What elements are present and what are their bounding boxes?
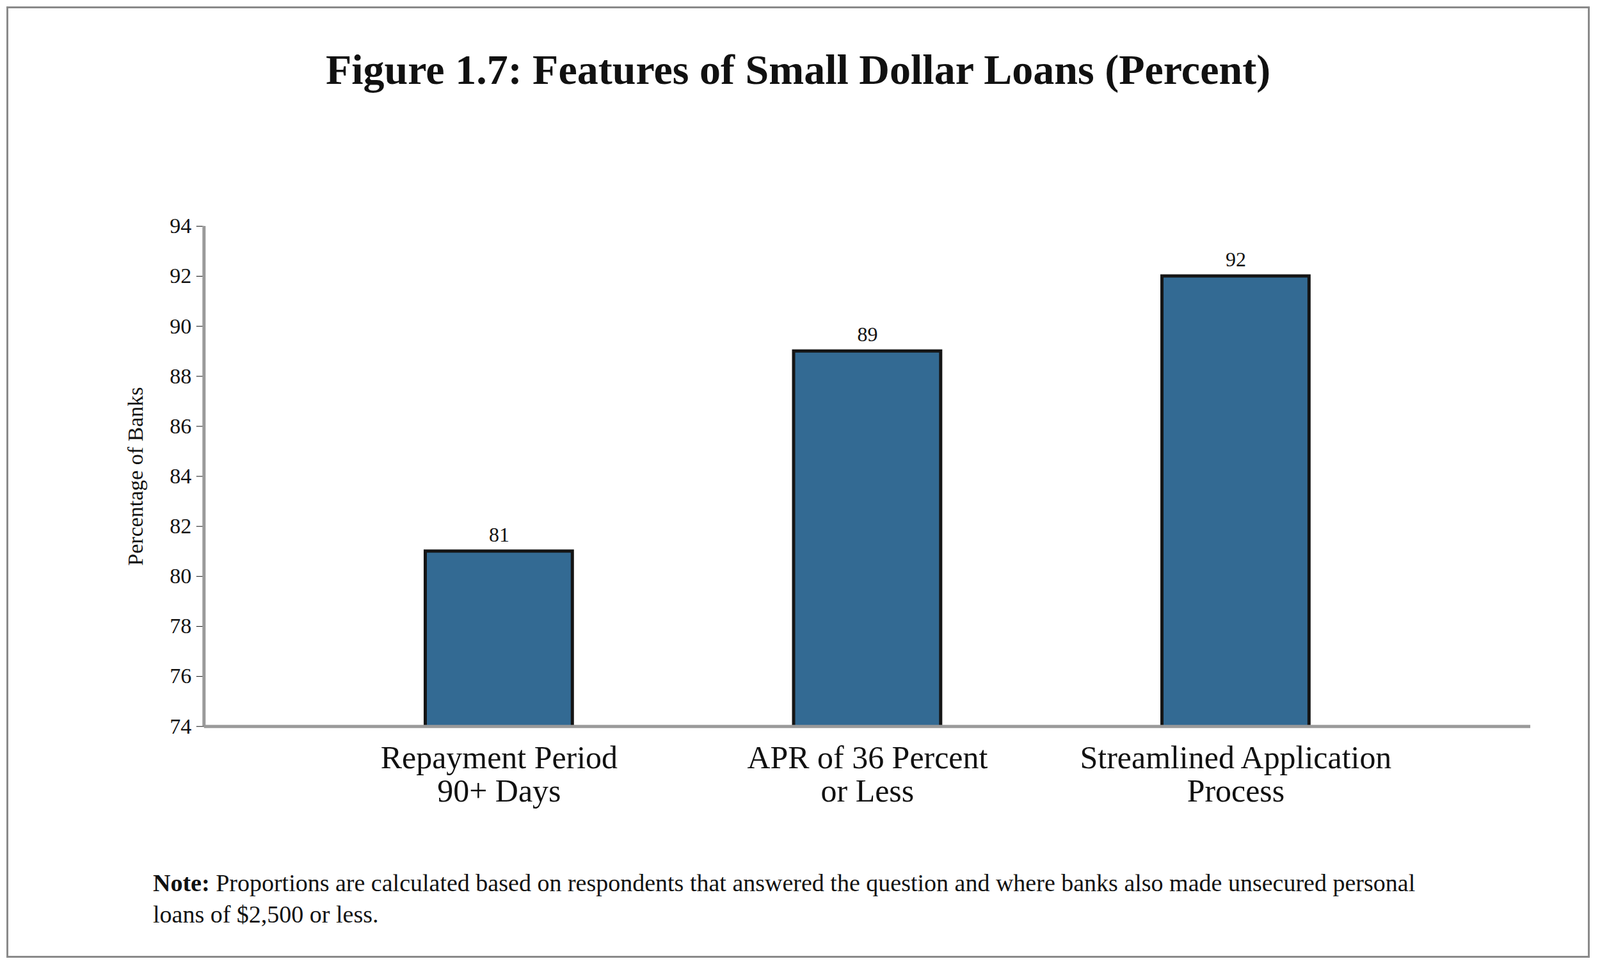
svg-text:Repayment Period90+ Days: Repayment Period90+ Days [380,739,618,809]
svg-text:74: 74 [169,714,192,738]
svg-text:92: 92 [169,263,192,288]
svg-text:92: 92 [1225,248,1247,271]
svg-text:90: 90 [169,314,192,338]
svg-text:94: 94 [169,213,192,238]
svg-text:80: 80 [169,563,192,588]
svg-text:84: 84 [169,464,192,488]
svg-text:89: 89 [856,323,878,346]
html-text:Note: Proportions are calculat: Note: Proportions are calculated based o… [152,869,1416,928]
svg-text:APR of 36 Percentor Less: APR of 36 Percentor Less [746,739,988,809]
svg-text:Streamlined ApplicationProcess: Streamlined ApplicationProcess [1080,739,1392,809]
svg-text:Percentage of Banks: Percentage of Banks [123,386,148,566]
html-text:Figure 1.7: Features of Small: Figure 1.7: Features of Small Dollar Loa… [325,46,1271,93]
svg-text:81: 81 [488,523,510,546]
svg-text:86: 86 [169,414,192,438]
svg-text:78: 78 [169,613,192,638]
svg-text:88: 88 [169,364,192,388]
svg-text:76: 76 [169,663,192,688]
svg-text:82: 82 [169,513,192,538]
